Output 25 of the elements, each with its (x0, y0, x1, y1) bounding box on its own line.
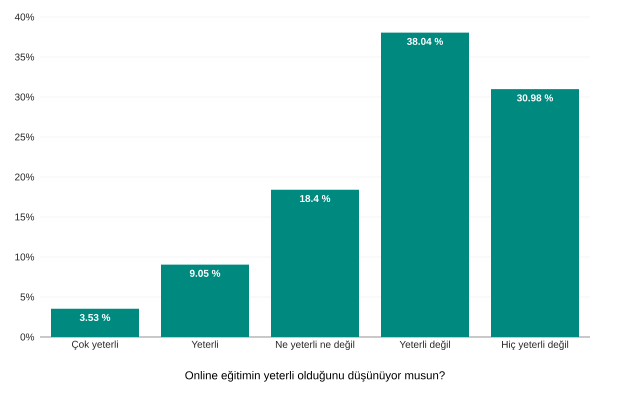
x-tick-label: Çok yeterli (72, 340, 118, 350)
x-tick-label: Yeterli değil (400, 340, 450, 350)
y-tick-label: 20% (15, 173, 34, 181)
bar (51, 308, 139, 337)
y-tick-label: 40% (14, 13, 34, 21)
bar (161, 264, 249, 337)
y-tick-label: 5% (20, 293, 34, 300)
x-axis-title: Online eğitimin yeterli olduğunu düşünüyor musun? (185, 370, 445, 382)
y-tick-label: 35% (14, 53, 34, 61)
x-tick-label: Yeterli (192, 340, 218, 348)
bar (271, 190, 359, 337)
data-label: 3.53 % (80, 314, 110, 322)
data-label: 30.98 % (516, 94, 553, 102)
data-label: 38.04 % (406, 38, 443, 45)
y-tick-label: 0% (20, 333, 34, 341)
data-label: 9.05 % (190, 270, 220, 277)
y-tick-label: 25% (15, 133, 34, 141)
bar (381, 32, 469, 337)
bar (491, 89, 579, 337)
y-tick-label: 30% (14, 93, 34, 101)
y-tick-label: 10% (15, 253, 34, 261)
y-tick-label: 15% (15, 213, 34, 220)
data-label: 18.4 % (300, 195, 330, 202)
x-tick-label: Ne yeterli ne değil (276, 340, 354, 350)
x-tick-label: Hiç yeterli değil (502, 340, 568, 350)
